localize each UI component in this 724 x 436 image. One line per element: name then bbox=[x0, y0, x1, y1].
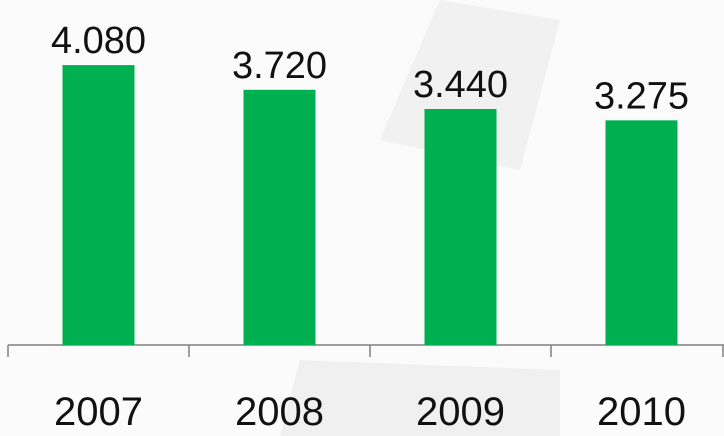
x-tick-label: 2007 bbox=[54, 390, 143, 434]
bar bbox=[424, 109, 497, 346]
value-label: 3.440 bbox=[413, 64, 508, 106]
x-tick-label: 2009 bbox=[416, 390, 505, 434]
bar bbox=[243, 89, 316, 345]
background-shape bbox=[280, 360, 560, 436]
value-label: 4.080 bbox=[51, 20, 146, 62]
bar bbox=[605, 120, 678, 346]
x-tick-label: 2010 bbox=[597, 390, 686, 434]
value-label: 3.720 bbox=[232, 45, 327, 87]
value-label: 3.275 bbox=[594, 75, 689, 117]
x-tick-label: 2008 bbox=[235, 390, 324, 434]
bar bbox=[62, 65, 135, 345]
